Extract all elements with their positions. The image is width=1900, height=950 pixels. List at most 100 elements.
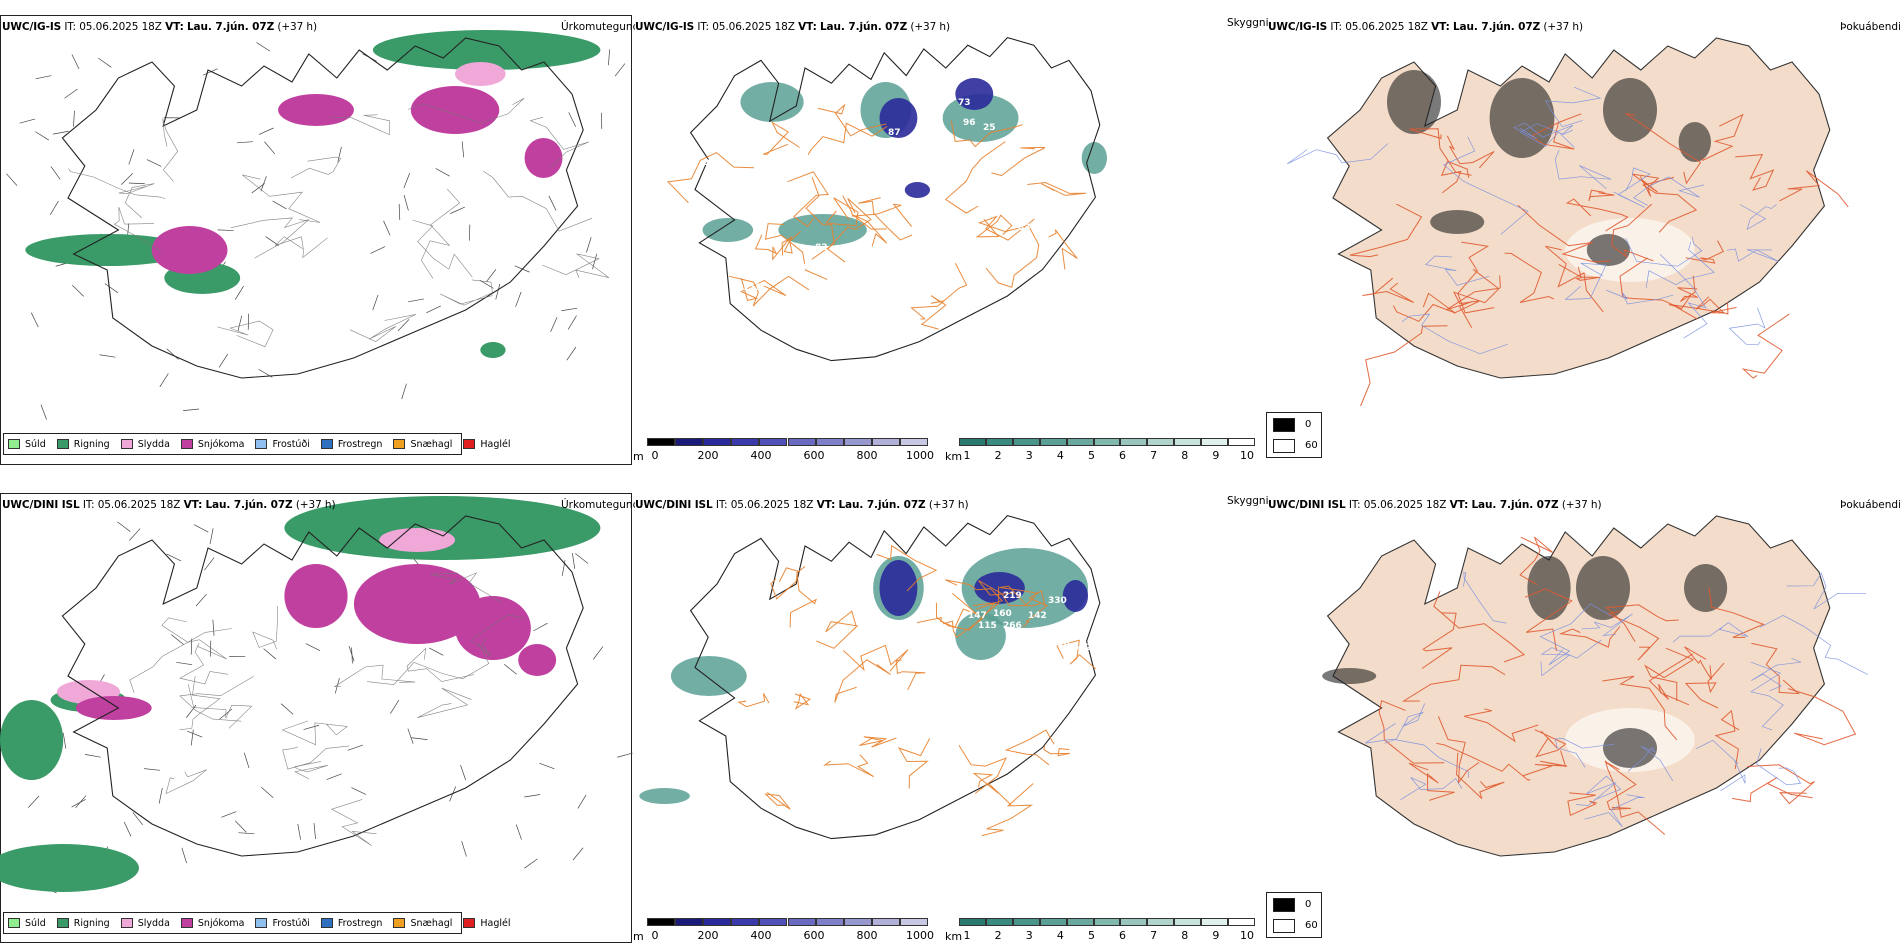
- wind-barb: [121, 173, 133, 185]
- wind-barb: [390, 699, 400, 714]
- wind-barb: [128, 149, 135, 165]
- terrain-contour: [483, 170, 593, 232]
- wind-barb: [403, 194, 409, 211]
- wind-barb: [577, 794, 587, 809]
- panel-title-visibility: Skyggni: [1227, 17, 1268, 29]
- colorbar-tick-label: 6: [1119, 929, 1127, 942]
- low-visibility-area: [702, 218, 754, 242]
- colorbar-tick-label: 3: [1025, 929, 1033, 942]
- low-visibility-area: [670, 656, 747, 696]
- wind-barb: [128, 182, 145, 185]
- colorbar-segment: [675, 918, 704, 926]
- row2-vis-panel: 194 24 147 115 219 160 266 142 330 34 496 612 65 14 60…: [633, 478, 1268, 950]
- iceland-coastline: [689, 36, 1101, 362]
- road: [1695, 296, 1737, 314]
- terrain-contour: [349, 314, 417, 342]
- road: [728, 275, 810, 307]
- terrain-contour: [293, 761, 328, 780]
- wind-barb: [566, 346, 577, 361]
- low-visibility-area: [1081, 142, 1107, 174]
- colorbar-segment: [871, 438, 900, 446]
- cloud-base-label: 25: [983, 123, 996, 133]
- terrain-contour: [406, 647, 475, 682]
- cloud-base-label: 103: [728, 133, 747, 143]
- rain-area: [0, 844, 140, 892]
- river: [1584, 794, 1645, 828]
- wind-barb: [185, 704, 197, 718]
- wind-barb: [50, 166, 61, 180]
- legend-swatch: [8, 918, 20, 928]
- legend-swatch: [8, 439, 20, 449]
- cloud-base-label: 96: [1003, 148, 1016, 158]
- colorbar-segment: [959, 918, 986, 926]
- legend-swatch: [463, 439, 476, 449]
- road: [827, 198, 872, 263]
- wind-barb: [183, 408, 200, 411]
- legend-item: Snæhagl: [393, 439, 452, 450]
- wind-barb: [334, 677, 340, 694]
- wind-barb: [263, 648, 277, 660]
- terrain-contour: [68, 168, 166, 199]
- road: [1446, 135, 1495, 169]
- colorbar-tick-label: 200: [697, 929, 719, 942]
- road: [816, 610, 859, 649]
- road: [977, 215, 1035, 241]
- colorbar-unit: km: [945, 930, 963, 943]
- road: [770, 567, 798, 600]
- wind-barb: [159, 373, 169, 388]
- road: [805, 177, 835, 260]
- legend-item: Rigning: [56, 439, 110, 450]
- wind-barb: [567, 315, 577, 330]
- wind-barb: [98, 57, 112, 68]
- road: [944, 141, 1006, 214]
- road: [1605, 604, 1679, 643]
- road: [1644, 647, 1695, 701]
- wind-barb: [351, 647, 353, 664]
- road: [1027, 181, 1087, 196]
- wind-barb: [217, 229, 234, 231]
- wind-barb: [297, 823, 301, 840]
- cloud-base-label: 96: [963, 118, 976, 128]
- legend-item: Slydda: [120, 439, 170, 450]
- fog-index-area: [1603, 728, 1657, 768]
- road: [789, 566, 818, 628]
- wind-barb: [35, 75, 52, 80]
- cloud-base-label: 24: [946, 601, 959, 611]
- fog-legend-swatch-low: [1273, 919, 1295, 933]
- wind-barb: [435, 168, 450, 177]
- river: [1554, 149, 1612, 189]
- colorbar-tick-label: 3: [1025, 449, 1033, 462]
- wind-barb: [460, 764, 467, 781]
- fog-index-area: [1322, 668, 1377, 684]
- fog-legend-label: 60: [1305, 920, 1318, 931]
- road: [958, 744, 1007, 794]
- wind-barb: [64, 88, 78, 99]
- road: [823, 754, 874, 778]
- fog-legend-label: 0: [1305, 899, 1312, 910]
- wind-barb: [187, 730, 203, 738]
- wind-barb: [71, 54, 80, 70]
- colorbar-tick-label: 600: [803, 929, 825, 942]
- cloud-base-label: 496: [1051, 639, 1070, 649]
- ptype-map: [0, 496, 633, 894]
- colorbar-segment: [759, 918, 788, 926]
- road: [1043, 745, 1070, 757]
- road: [1504, 252, 1555, 303]
- road: [1401, 664, 1506, 702]
- legend-item: Snæhagl: [393, 918, 452, 929]
- wind-barb: [398, 204, 401, 221]
- road: [1464, 708, 1539, 743]
- colorbar-segment: [1228, 438, 1255, 446]
- colorbar-segment: [815, 438, 844, 446]
- road: [975, 214, 1013, 238]
- legend-swatch: [320, 439, 333, 449]
- legend-swatch: [320, 918, 333, 928]
- colorbar-segment: [731, 918, 760, 926]
- road: [1787, 688, 1857, 746]
- colorbar-segment: [787, 918, 816, 926]
- snow-area: [455, 596, 531, 660]
- legend-item: Haglél: [463, 439, 511, 450]
- cloud-base-label: 83: [1018, 223, 1031, 233]
- cloud-base-label: 449: [788, 263, 807, 273]
- river: [1401, 313, 1508, 355]
